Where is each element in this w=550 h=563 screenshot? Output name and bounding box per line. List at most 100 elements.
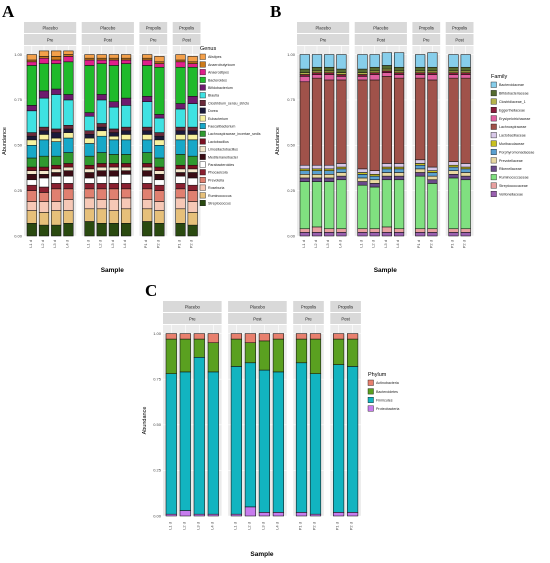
bar-segment-actinobacteria	[230, 333, 242, 340]
facet-group-label: Placebo	[100, 26, 116, 31]
x-tick-label: L4 d	[122, 240, 127, 248]
facet-placebo-post: Placebo Post L1 d L2 d L3 d L4 d	[81, 22, 134, 248]
legend-label: Proteobacteria	[376, 407, 399, 411]
bar-segment-lactobacillaceae	[427, 166, 438, 171]
y-tick-label: 0.50	[287, 143, 296, 148]
facet-time-label: Pre	[423, 38, 430, 43]
bar-segment-ruminococcaceae	[427, 183, 438, 230]
bar-segment-roseburia	[142, 199, 153, 210]
bar-segment-dorea	[38, 130, 50, 135]
bar-segment-eubacterium	[175, 134, 186, 141]
facet-strip-time	[330, 313, 361, 324]
bar-segment-lachnospiraceae	[448, 77, 459, 162]
legend-title: Phylum	[368, 372, 387, 378]
bar-segment-lactobacillus	[96, 163, 107, 168]
bar-segment-lachnospiraceae-incertae-sedis	[51, 155, 62, 166]
facet-time-label: Pre	[320, 38, 327, 43]
x-tick-label: L2 d	[40, 240, 45, 248]
bar-segment-mediterraneibacter	[121, 170, 132, 175]
bar-segment-streptococcaceae	[324, 228, 335, 233]
bar-segment-dorea	[175, 130, 186, 135]
bar-segment-erysipelotrichaceae	[357, 76, 368, 81]
bar-segment-proteobacteria	[333, 512, 345, 517]
bar-segment-porphyromonadaceae	[427, 172, 438, 177]
bar-segment-bifidobacterium	[63, 94, 74, 101]
bar-segment-actinobacteria	[333, 333, 345, 340]
facet-placebo-post: Placebo Post L1 d L2 d L3 d L4 d	[354, 22, 407, 248]
legend-swatch	[490, 165, 497, 172]
bar-segment-prevotellaceae	[460, 172, 471, 177]
bar-segment-bacteroides	[63, 61, 74, 95]
x-tick-label: P1 d	[177, 240, 182, 248]
y-tick-label: 0.25	[14, 188, 23, 193]
facet-strip-time	[228, 313, 287, 324]
bar-segment-prevotellaceae	[311, 174, 323, 179]
bar-segment-prevotella	[121, 188, 132, 199]
bar-segment-lactobacillaceae	[357, 168, 368, 173]
facet-group-label: Propolis	[419, 26, 434, 31]
x-tick-label: L1 d	[28, 240, 33, 248]
bar-segment-porphyromonadaceae	[311, 170, 323, 175]
legend-label: Clostridium_sensu_stricto	[208, 101, 249, 105]
legend-swatch	[199, 153, 206, 160]
bar-segment-parabacteroides	[121, 174, 132, 184]
bar-segment-mediterraneibacter	[175, 172, 186, 177]
legend-label: Lachnospiraceae	[499, 125, 526, 129]
bar-segment-erysipelotrichaceae	[381, 72, 392, 77]
legend-swatch	[199, 107, 206, 114]
bar-segment-porphyromonadaceae	[369, 175, 380, 181]
bar-segment-prevotellaceae	[448, 170, 459, 175]
bar-segment-bifidobacterium	[38, 90, 50, 99]
bar-segment-porphyromonadaceae	[299, 170, 310, 175]
bar-segment-roseburia	[38, 201, 50, 213]
bar-segment-ruminococcaceae	[394, 179, 405, 230]
bar-segment-bifidobacterium	[142, 96, 153, 103]
facet-strip-group	[412, 22, 441, 33]
bar-segment-actinobacteria	[347, 333, 359, 340]
bar-segment-alistipes	[38, 50, 50, 57]
bar-segment-actinobacteria	[193, 333, 205, 340]
x-tick-label: P2 d	[428, 240, 433, 248]
bar-segment-phocaeicola	[142, 183, 153, 190]
bar-segment-ruminococcaceae	[336, 179, 347, 230]
bar-segment-lactobacillus	[108, 163, 119, 168]
bar-segment-prevotella	[84, 188, 95, 199]
bar-segment-bacteroidaceae	[448, 54, 459, 68]
facet-strip-group	[354, 22, 407, 33]
bar-segment-lactobacillus	[63, 163, 74, 168]
bar-segment-lactobacillus	[84, 164, 95, 170]
legend-label: Bacteroidetes	[376, 390, 398, 394]
bar-segment-bacteroides	[108, 65, 119, 103]
bar-segment-lachnospiraceae-incertae-sedis	[154, 157, 165, 168]
legend-label: Bifidobacteriaceae	[499, 92, 529, 96]
legend-swatch	[490, 81, 497, 88]
bar-segment-lactobacillaceae	[415, 159, 426, 164]
bar-segment-firmicutes	[295, 362, 308, 513]
bar-segment-lachnospiraceae	[324, 79, 335, 166]
bar-segment-lactobacillaceae	[381, 163, 392, 168]
bar-segment-ruminococcus	[175, 208, 186, 224]
bar-segment-limosilactobacillus	[142, 166, 153, 171]
bar-segment-anaerostipes	[175, 61, 186, 68]
legend-swatch	[199, 69, 206, 76]
bar-segment-prevotellaceae	[369, 179, 380, 184]
bar-segment-dorea	[63, 128, 74, 133]
bar-segment-clostridium-sensu-stricto	[187, 126, 198, 132]
x-tick-label: L2 d	[371, 240, 376, 248]
x-tick-label: L3 d	[110, 240, 115, 248]
bar-segment-blautia	[154, 117, 165, 133]
x-tick-label: P1 d	[450, 240, 455, 248]
bar-segment-streptococcus	[96, 223, 107, 237]
bar-segment-rikenellaceae	[311, 177, 323, 182]
legend-swatch	[199, 61, 206, 68]
bar-segment-eubacterium	[96, 130, 107, 137]
bar-segment-faecalibacterium	[63, 137, 74, 153]
bar-segment-clostridium-sensu-stricto	[108, 128, 119, 133]
x-tick-label: L3 d	[383, 240, 388, 248]
bar-segment-clostridium-sensu-stricto	[26, 132, 37, 137]
x-tick-label: P2 d	[462, 240, 467, 248]
facet-strip-time	[81, 34, 134, 45]
bar-segment-bifidobacterium	[26, 105, 37, 112]
bar-segment-blautia	[187, 103, 198, 128]
